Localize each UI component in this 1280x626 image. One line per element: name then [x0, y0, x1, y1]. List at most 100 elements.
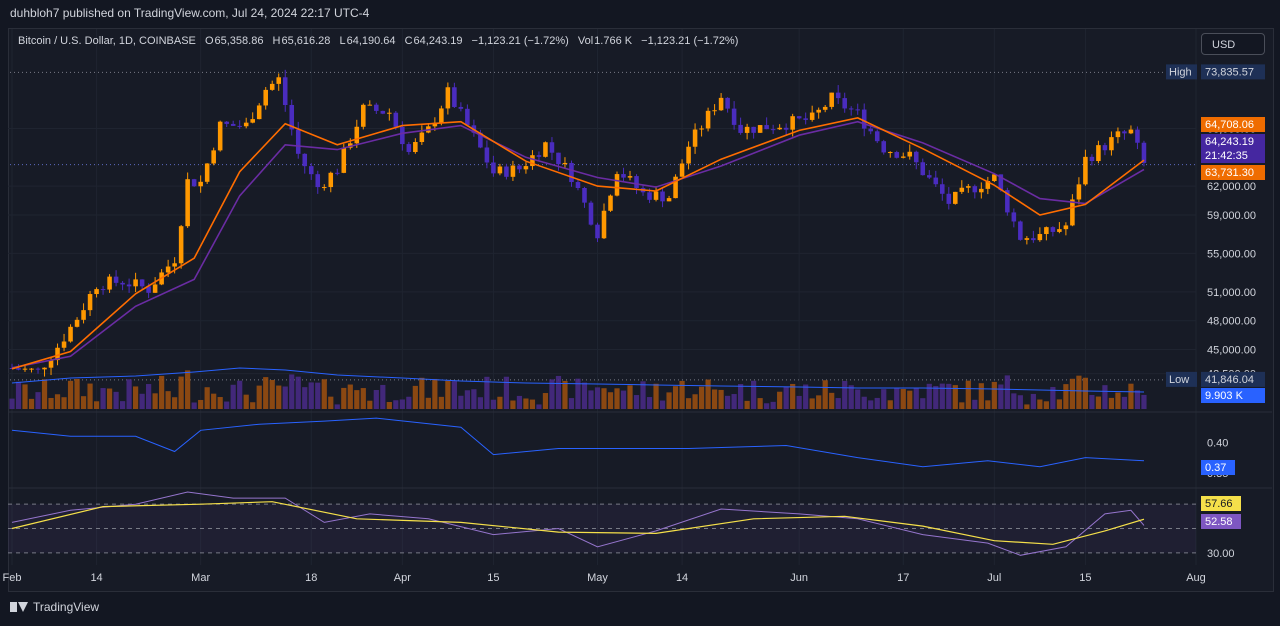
volume-bar [386, 402, 392, 409]
candle-body [94, 289, 99, 295]
candle-body [842, 98, 847, 109]
candle-body [634, 176, 639, 189]
volume-bar [490, 399, 497, 409]
volume-bar [1089, 395, 1095, 409]
candle-body [1141, 142, 1147, 163]
candle-body [751, 126, 756, 133]
volume-bar [373, 390, 379, 409]
volume-bar [894, 388, 900, 409]
candle-body [465, 108, 470, 126]
candle-body [276, 77, 282, 84]
candle-body [29, 368, 34, 370]
candle-body [575, 182, 581, 188]
volume-bar [165, 391, 171, 409]
volume-bar [393, 400, 399, 409]
volume-bar [93, 401, 100, 409]
volume-bar [67, 380, 74, 409]
low-value-tag-box [1201, 371, 1265, 387]
candle-body [894, 152, 900, 158]
volume-bar [464, 390, 470, 409]
volume-bar [542, 393, 549, 409]
volume-bar [243, 394, 249, 409]
volume-bar [777, 391, 783, 409]
candle-body [1044, 227, 1049, 235]
volume-bar [562, 380, 568, 409]
volume-bar [529, 399, 536, 409]
volume-bar [939, 383, 945, 409]
volume-bar [438, 396, 444, 409]
price-tag-last_price-label: 64,243.19 [1205, 136, 1254, 148]
candle-body [1050, 227, 1056, 232]
candle-body [87, 294, 93, 311]
volume-bar [35, 392, 41, 409]
candle-body [588, 202, 594, 225]
volume-bar [913, 388, 919, 409]
candle-body [809, 112, 815, 120]
ema-fast-line [11, 117, 1145, 370]
candle-body [790, 116, 795, 130]
volume-bar [725, 395, 731, 409]
candle-body [549, 142, 555, 153]
volume-bar [230, 384, 236, 409]
candle-body [295, 129, 301, 154]
candle-body [816, 109, 821, 113]
volume-bar [87, 383, 93, 409]
candle-body [504, 166, 509, 177]
candle-body [985, 181, 991, 189]
candle-body [835, 92, 841, 99]
footer-brand[interactable]: TradingView [10, 600, 99, 614]
high-value-tag-box [1201, 64, 1265, 80]
candle-body [432, 122, 438, 127]
volume-bar [341, 387, 347, 409]
volume-bar [835, 398, 841, 409]
volume-bar [471, 389, 477, 409]
candle-body [718, 97, 724, 111]
time-axis-tick: 18 [305, 572, 317, 584]
candle-body [61, 341, 67, 348]
legend-volume-value: 1.766 K [594, 35, 633, 47]
volume-bar [1121, 396, 1128, 409]
price-tag-ema_fast-label: 64,708.06 [1205, 119, 1254, 131]
price-scale-tick: 55,000.00 [1207, 248, 1256, 260]
volume-bar [926, 383, 932, 409]
volume-bar [22, 384, 28, 409]
candle-body [1089, 156, 1095, 162]
volume-bar [256, 385, 262, 409]
candle-body [926, 175, 932, 178]
currency-button[interactable]: USD [1201, 33, 1265, 55]
candle-body [1102, 145, 1108, 151]
rsi-value-tag-label: 52.58 [1205, 516, 1233, 528]
volume-bar [425, 397, 431, 409]
time-axis-tick: Mar [191, 572, 210, 584]
volume-bar [822, 380, 828, 409]
candle-body [979, 188, 984, 193]
candle-body [1076, 184, 1082, 200]
candle-body [269, 83, 275, 90]
volume-bar [380, 384, 386, 409]
volume-bar [146, 384, 152, 409]
volume-bar [607, 392, 614, 409]
price-tag-countdown-box [1201, 148, 1265, 163]
volume-bar [705, 379, 711, 409]
volume-bar [204, 387, 210, 409]
volume-bar [829, 392, 835, 409]
volume-bar [451, 381, 457, 409]
legend-close-label: C [404, 35, 413, 47]
volume-bar [1108, 397, 1115, 409]
time-axis-tick: Aug [1186, 572, 1206, 584]
volume-bar [1115, 392, 1121, 409]
volume-bar [445, 380, 451, 409]
volume-bar [61, 397, 67, 409]
volume-bar [711, 389, 718, 409]
volume-bar [1050, 386, 1056, 409]
volume-bar [80, 396, 87, 409]
candle-body [1011, 212, 1017, 222]
candle-body [1031, 238, 1036, 241]
candle-body [829, 92, 834, 107]
volume-bar [334, 404, 340, 409]
candle-body [621, 174, 626, 178]
volume-bar [920, 398, 926, 409]
ohlc-legend: Bitcoin / U.S. Dollar, 1D, COINBASE O65,… [18, 35, 744, 47]
candle-body [510, 165, 516, 177]
